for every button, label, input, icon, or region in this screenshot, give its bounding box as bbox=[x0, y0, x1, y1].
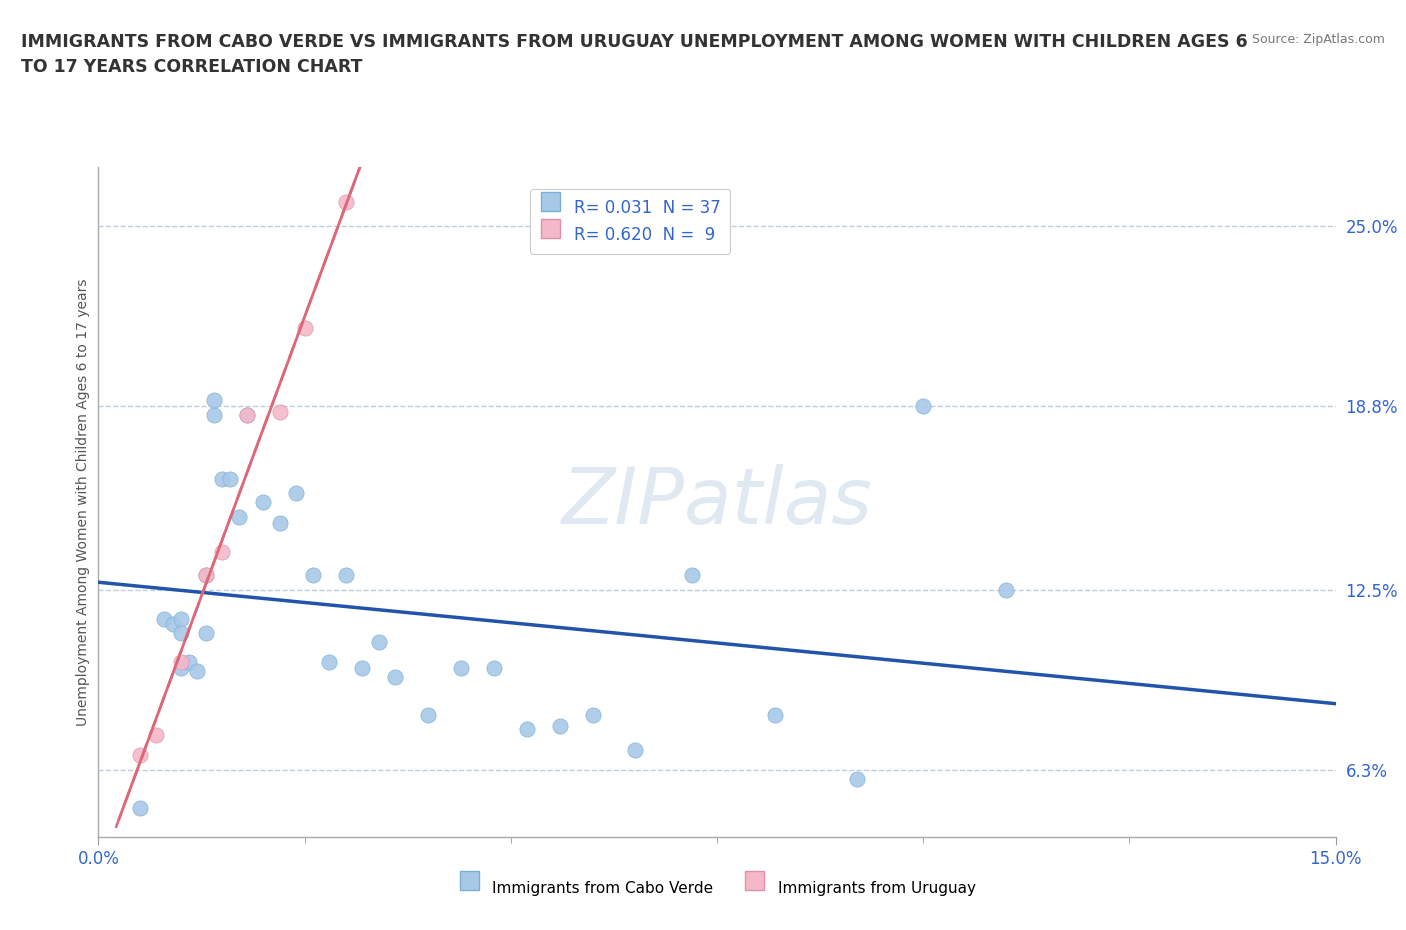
Point bbox=[219, 472, 242, 486]
Point bbox=[170, 626, 193, 641]
Point bbox=[335, 195, 357, 210]
Point bbox=[211, 472, 233, 486]
Y-axis label: Unemployment Among Women with Children Ages 6 to 17 years: Unemployment Among Women with Children A… bbox=[76, 278, 90, 726]
Point bbox=[170, 611, 193, 626]
Point bbox=[302, 567, 325, 582]
Point bbox=[128, 801, 150, 816]
Point bbox=[367, 634, 389, 649]
Point bbox=[186, 664, 208, 679]
Point bbox=[484, 660, 506, 675]
Point bbox=[228, 510, 250, 525]
Point bbox=[318, 655, 340, 670]
Point bbox=[269, 515, 291, 530]
Point bbox=[128, 748, 150, 763]
Point bbox=[236, 407, 259, 422]
Point bbox=[994, 582, 1017, 597]
Point bbox=[384, 670, 406, 684]
Point bbox=[550, 719, 572, 734]
Point bbox=[269, 405, 291, 419]
Point bbox=[170, 660, 193, 675]
Text: Source: ZipAtlas.com: Source: ZipAtlas.com bbox=[1251, 33, 1385, 46]
Text: IMMIGRANTS FROM CABO VERDE VS IMMIGRANTS FROM URUGUAY UNEMPLOYMENT AMONG WOMEN W: IMMIGRANTS FROM CABO VERDE VS IMMIGRANTS… bbox=[21, 33, 1247, 75]
Point bbox=[153, 611, 176, 626]
Point bbox=[582, 708, 605, 723]
Point bbox=[194, 567, 217, 582]
Point bbox=[170, 655, 193, 670]
Point bbox=[352, 660, 374, 675]
Point bbox=[418, 708, 440, 723]
Point bbox=[236, 407, 259, 422]
Point bbox=[681, 567, 703, 582]
Point bbox=[450, 660, 472, 675]
Point bbox=[912, 399, 935, 414]
Point bbox=[211, 544, 233, 559]
Point bbox=[202, 407, 225, 422]
Point bbox=[846, 771, 869, 786]
Point bbox=[179, 655, 201, 670]
Point bbox=[335, 567, 357, 582]
Point bbox=[623, 742, 645, 757]
Point bbox=[294, 320, 316, 335]
Point bbox=[194, 567, 217, 582]
Point bbox=[285, 486, 308, 501]
Point bbox=[252, 495, 274, 510]
Point bbox=[194, 626, 217, 641]
Point bbox=[162, 617, 184, 631]
Point bbox=[763, 708, 786, 723]
Point bbox=[202, 392, 225, 407]
Text: ZIPatlas: ZIPatlas bbox=[561, 464, 873, 540]
Legend: Immigrants from Cabo Verde, Immigrants from Uruguay: Immigrants from Cabo Verde, Immigrants f… bbox=[453, 873, 981, 903]
Point bbox=[516, 722, 538, 737]
Point bbox=[145, 727, 167, 742]
